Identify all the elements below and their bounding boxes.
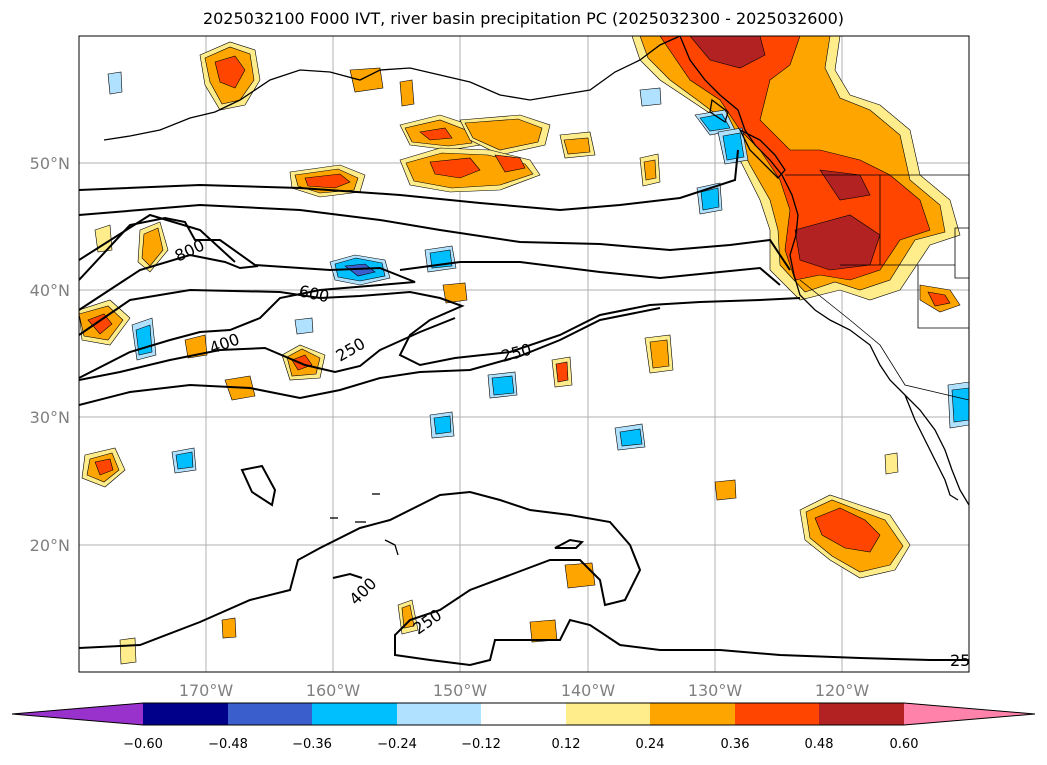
lon-tick-label: 160°W	[306, 681, 361, 700]
longitude-tick-labels: 170°W 160°W 150°W 140°W 130°W 120°W	[179, 681, 870, 700]
lon-tick-label: 120°W	[815, 681, 870, 700]
map-title: 2025032100 F000 IVT, river basin precipi…	[202, 9, 845, 28]
contour-label: 25	[950, 651, 970, 670]
ivt-contours	[79, 149, 969, 667]
precip-negative-shading	[107, 71, 969, 474]
colorbar: −0.60 −0.48 −0.36 −0.24 −0.12 0.12 0.24 …	[11, 702, 1036, 752]
colorbar-tick-label: 0.48	[805, 737, 834, 752]
colorbar-tick-label: 0.24	[636, 737, 665, 752]
colorbar-tick-label: −0.48	[208, 737, 248, 752]
colorbar-tick-label: −0.12	[461, 737, 501, 752]
colorbar-tick-label: 0.12	[552, 737, 581, 752]
colorbar-tick-label: 0.60	[890, 737, 919, 752]
lat-tick-label: 50°N	[30, 154, 70, 173]
colorbar-bin	[819, 703, 904, 725]
colorbar-bin	[397, 703, 481, 725]
colorbar-bin	[312, 703, 397, 725]
lon-tick-label: 150°W	[433, 681, 488, 700]
colorbar-over-arrow	[904, 703, 1035, 725]
lon-tick-label: 130°W	[688, 681, 743, 700]
colorbar-bin	[228, 703, 312, 725]
colorbar-tick-label: −0.36	[292, 737, 332, 752]
colorbar-bin	[650, 703, 735, 725]
lat-tick-label: 40°N	[30, 281, 70, 300]
lat-tick-label: 20°N	[30, 536, 70, 555]
colorbar-bin	[566, 703, 650, 725]
colorbar-outline	[11, 702, 1036, 726]
precip-positive-shading	[79, 36, 961, 665]
colorbar-tick-label: 0.36	[721, 737, 750, 752]
colorbar-bin	[735, 703, 819, 725]
colorbar-under-arrow	[12, 703, 143, 725]
lat-tick-label: 30°N	[30, 408, 70, 427]
lon-tick-label: 170°W	[179, 681, 234, 700]
latitude-tick-labels: 50°N 40°N 30°N 20°N	[30, 154, 70, 555]
coastlines	[103, 36, 969, 556]
colorbar-bin	[143, 703, 228, 725]
map-frame	[78, 35, 970, 673]
colorbar-bin	[481, 703, 566, 725]
political-borders	[785, 174, 969, 401]
lon-tick-label: 140°W	[561, 681, 616, 700]
colorbar-tick-label: −0.24	[377, 737, 417, 752]
colorbar-tick-label: −0.60	[123, 737, 163, 752]
